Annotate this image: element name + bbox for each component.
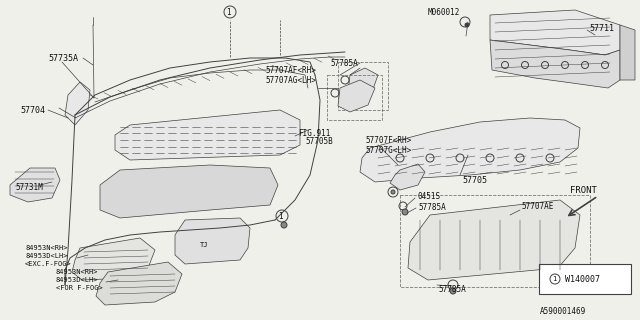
Text: 57735A: 57735A <box>48 53 78 62</box>
Polygon shape <box>348 68 378 98</box>
Text: 84953D<LH>: 84953D<LH> <box>25 253 67 259</box>
Bar <box>400 195 590 287</box>
Circle shape <box>522 61 529 68</box>
Polygon shape <box>100 165 278 218</box>
Polygon shape <box>72 238 155 280</box>
Polygon shape <box>620 25 635 80</box>
Text: 84953N<RH>: 84953N<RH> <box>25 245 67 251</box>
Text: 84953N<RH>: 84953N<RH> <box>56 269 99 275</box>
Circle shape <box>602 61 609 68</box>
Text: <EXC.F-FOG>: <EXC.F-FOG> <box>25 261 72 267</box>
Text: 57705: 57705 <box>462 175 487 185</box>
Text: FIG.911: FIG.911 <box>298 129 330 138</box>
Circle shape <box>281 222 287 228</box>
Circle shape <box>391 190 395 194</box>
Text: TJ: TJ <box>200 242 209 248</box>
Polygon shape <box>490 40 620 88</box>
Polygon shape <box>175 218 250 264</box>
Circle shape <box>541 61 548 68</box>
Text: A590001469: A590001469 <box>540 308 586 316</box>
Text: 57707F<RH>: 57707F<RH> <box>365 135 412 145</box>
Bar <box>327 75 382 120</box>
Circle shape <box>516 154 524 162</box>
Polygon shape <box>10 168 60 202</box>
Text: 84953D<LH>: 84953D<LH> <box>56 277 99 283</box>
Polygon shape <box>408 200 580 280</box>
Bar <box>338 62 388 110</box>
Circle shape <box>486 154 494 162</box>
Circle shape <box>426 154 434 162</box>
Text: 57785A: 57785A <box>438 285 466 294</box>
Text: 57707AG<LH>: 57707AG<LH> <box>265 76 316 84</box>
Circle shape <box>456 154 464 162</box>
Circle shape <box>450 288 456 294</box>
Text: 57705B: 57705B <box>305 137 333 146</box>
Text: M060012: M060012 <box>428 7 460 17</box>
Polygon shape <box>96 262 182 305</box>
Text: 57707AE: 57707AE <box>521 202 554 211</box>
Text: 57704: 57704 <box>20 106 45 115</box>
FancyBboxPatch shape <box>539 264 631 294</box>
Text: 57707G<LH>: 57707G<LH> <box>365 146 412 155</box>
Polygon shape <box>338 80 375 112</box>
Text: 57731M: 57731M <box>15 182 43 191</box>
Text: 57785A: 57785A <box>418 203 445 212</box>
Text: 1: 1 <box>278 212 282 220</box>
Text: FRONT: FRONT <box>570 186 597 195</box>
Text: 57707AF<RH>: 57707AF<RH> <box>265 66 316 75</box>
Circle shape <box>502 61 509 68</box>
Text: <FOR F-FOG>: <FOR F-FOG> <box>56 285 103 291</box>
Circle shape <box>546 154 554 162</box>
Circle shape <box>396 154 404 162</box>
Text: 0451S: 0451S <box>418 191 441 201</box>
Text: W140007: W140007 <box>565 275 600 284</box>
Circle shape <box>465 23 469 27</box>
Text: 1: 1 <box>552 276 556 282</box>
Text: 57785A: 57785A <box>330 59 358 68</box>
Circle shape <box>561 61 568 68</box>
Polygon shape <box>390 164 425 190</box>
Polygon shape <box>115 110 300 160</box>
Polygon shape <box>360 118 580 182</box>
Circle shape <box>582 61 589 68</box>
Text: 57711: 57711 <box>589 23 614 33</box>
Polygon shape <box>65 82 90 125</box>
Text: 1: 1 <box>226 7 230 17</box>
Polygon shape <box>490 10 620 55</box>
Circle shape <box>402 209 408 215</box>
